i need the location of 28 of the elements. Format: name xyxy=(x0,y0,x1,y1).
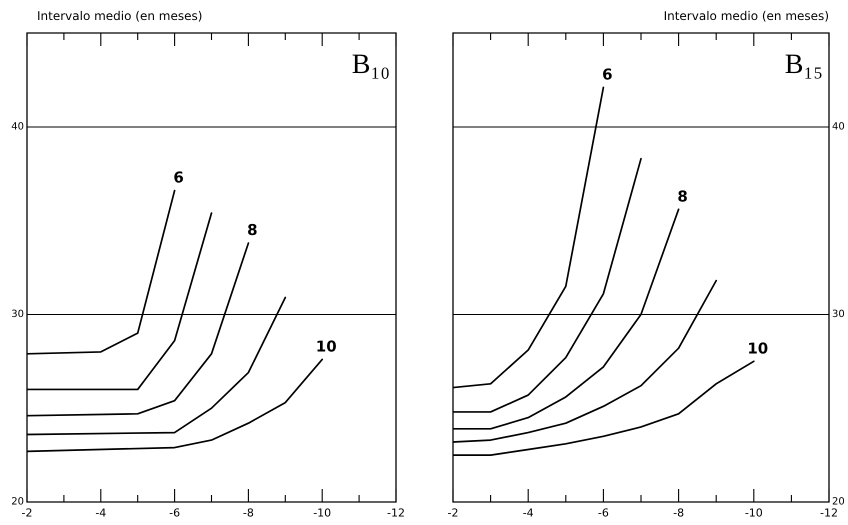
x-tick-label: -6 xyxy=(169,506,180,520)
y2-tick-label: 20 xyxy=(832,496,845,508)
x-tick-label: -2 xyxy=(448,506,458,520)
y-tick-label: 30 xyxy=(11,308,24,320)
x-tick-label: -12 xyxy=(820,506,838,520)
text: B₁₀ xyxy=(352,49,390,80)
x-tick-label: -8 xyxy=(673,506,684,520)
x-tick-label: -4 xyxy=(95,506,106,520)
x-tick-label: -8 xyxy=(242,506,254,520)
y-tick-label: 40 xyxy=(11,121,24,132)
x-tick-label: -2 xyxy=(22,506,32,520)
y2-tick-label: 40 xyxy=(832,121,845,132)
series-label: 10 xyxy=(316,337,337,356)
y2-tick-label: 30 xyxy=(832,308,845,320)
y-axis-title: Intervalo medio (en meses) xyxy=(37,9,202,23)
x-tick-label: -10 xyxy=(744,506,763,520)
x-tick-label: -4 xyxy=(522,506,534,520)
series-label: 6 xyxy=(602,65,613,84)
x-tick-label: -12 xyxy=(387,506,405,520)
series-label: 10 xyxy=(747,339,768,358)
y2-axis-title: Intervalo medio (en meses) xyxy=(664,9,829,23)
x-tick-label: -6 xyxy=(598,506,609,520)
series-label: 8 xyxy=(677,187,688,206)
text: B₁₅ xyxy=(784,49,823,80)
x-tick-label: -10 xyxy=(313,506,332,520)
series-label: 8 xyxy=(247,221,258,240)
series-label: 6 xyxy=(173,168,184,187)
y-tick-label: 20 xyxy=(11,496,24,508)
